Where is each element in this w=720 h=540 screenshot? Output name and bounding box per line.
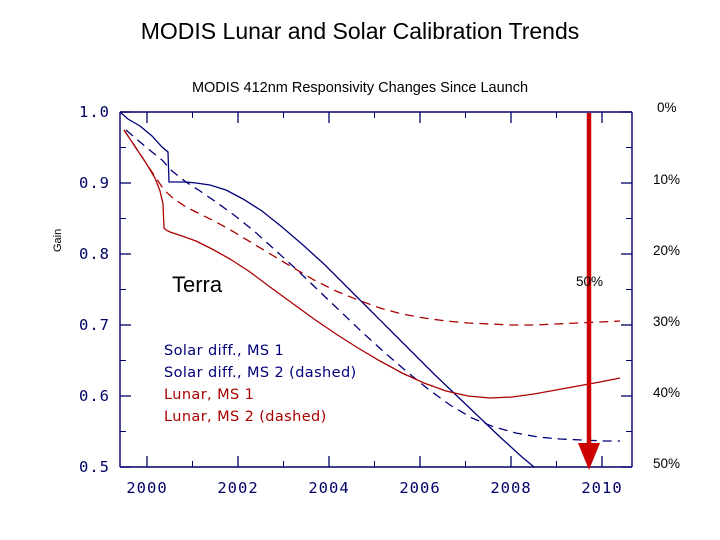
page-title: MODIS Lunar and Solar Calibration Trends <box>140 18 580 44</box>
chart-legend: Solar diff., MS 1 Solar diff., MS 2 (das… <box>164 340 357 428</box>
series-solar-ms1 <box>119 111 535 468</box>
x-axis-minor-ticks <box>192 112 557 467</box>
y-tick-1: 1.0 <box>79 103 110 121</box>
right-label-10: 10% <box>653 172 681 187</box>
series-lunar-ms1 <box>123 129 621 399</box>
arrow-percent-label: 50% <box>576 274 604 289</box>
y-tick-3: 0.8 <box>79 245 110 263</box>
y-axis-minor-ticks <box>120 147 632 432</box>
legend-item-lunar-ms1: Lunar, MS 1 <box>164 387 255 403</box>
right-label-0: 0% <box>657 100 677 115</box>
legend-item-lunar-ms2: Lunar, MS 2 (dashed) <box>164 409 327 425</box>
y-tick-4: 0.7 <box>79 316 110 334</box>
x-tick-3: 2004 <box>308 479 350 497</box>
right-label-20: 20% <box>653 243 681 258</box>
legend-item-solar-ms2: Solar diff., MS 2 (dashed) <box>164 365 357 381</box>
series-lunar-ms2 <box>123 129 621 326</box>
x-tick-4: 2006 <box>399 479 441 497</box>
y-axis-ticks <box>120 111 632 468</box>
x-tick-2: 2002 <box>217 479 259 497</box>
right-label-40: 40% <box>653 385 681 400</box>
chart-subtitle: MODIS 412nm Responsivity Changes Since L… <box>191 80 529 96</box>
right-label-50: 50% <box>653 456 681 471</box>
x-tick-1: 2000 <box>126 479 168 497</box>
x-tick-6: 2010 <box>581 479 623 497</box>
axis-frame <box>119 111 633 468</box>
y-tick-2: 0.9 <box>79 174 110 192</box>
instrument-label: Terra <box>172 272 223 297</box>
x-tick-5: 2008 <box>490 479 532 497</box>
y-tick-5: 0.6 <box>79 387 110 405</box>
legend-item-solar-ms1: Solar diff., MS 1 <box>164 343 285 359</box>
right-label-30: 30% <box>653 314 681 329</box>
series-solar-ms2 <box>125 129 620 442</box>
x-axis-ticks <box>146 112 603 467</box>
y-tick-6: 0.5 <box>79 458 110 476</box>
annotation-arrow <box>578 113 600 470</box>
